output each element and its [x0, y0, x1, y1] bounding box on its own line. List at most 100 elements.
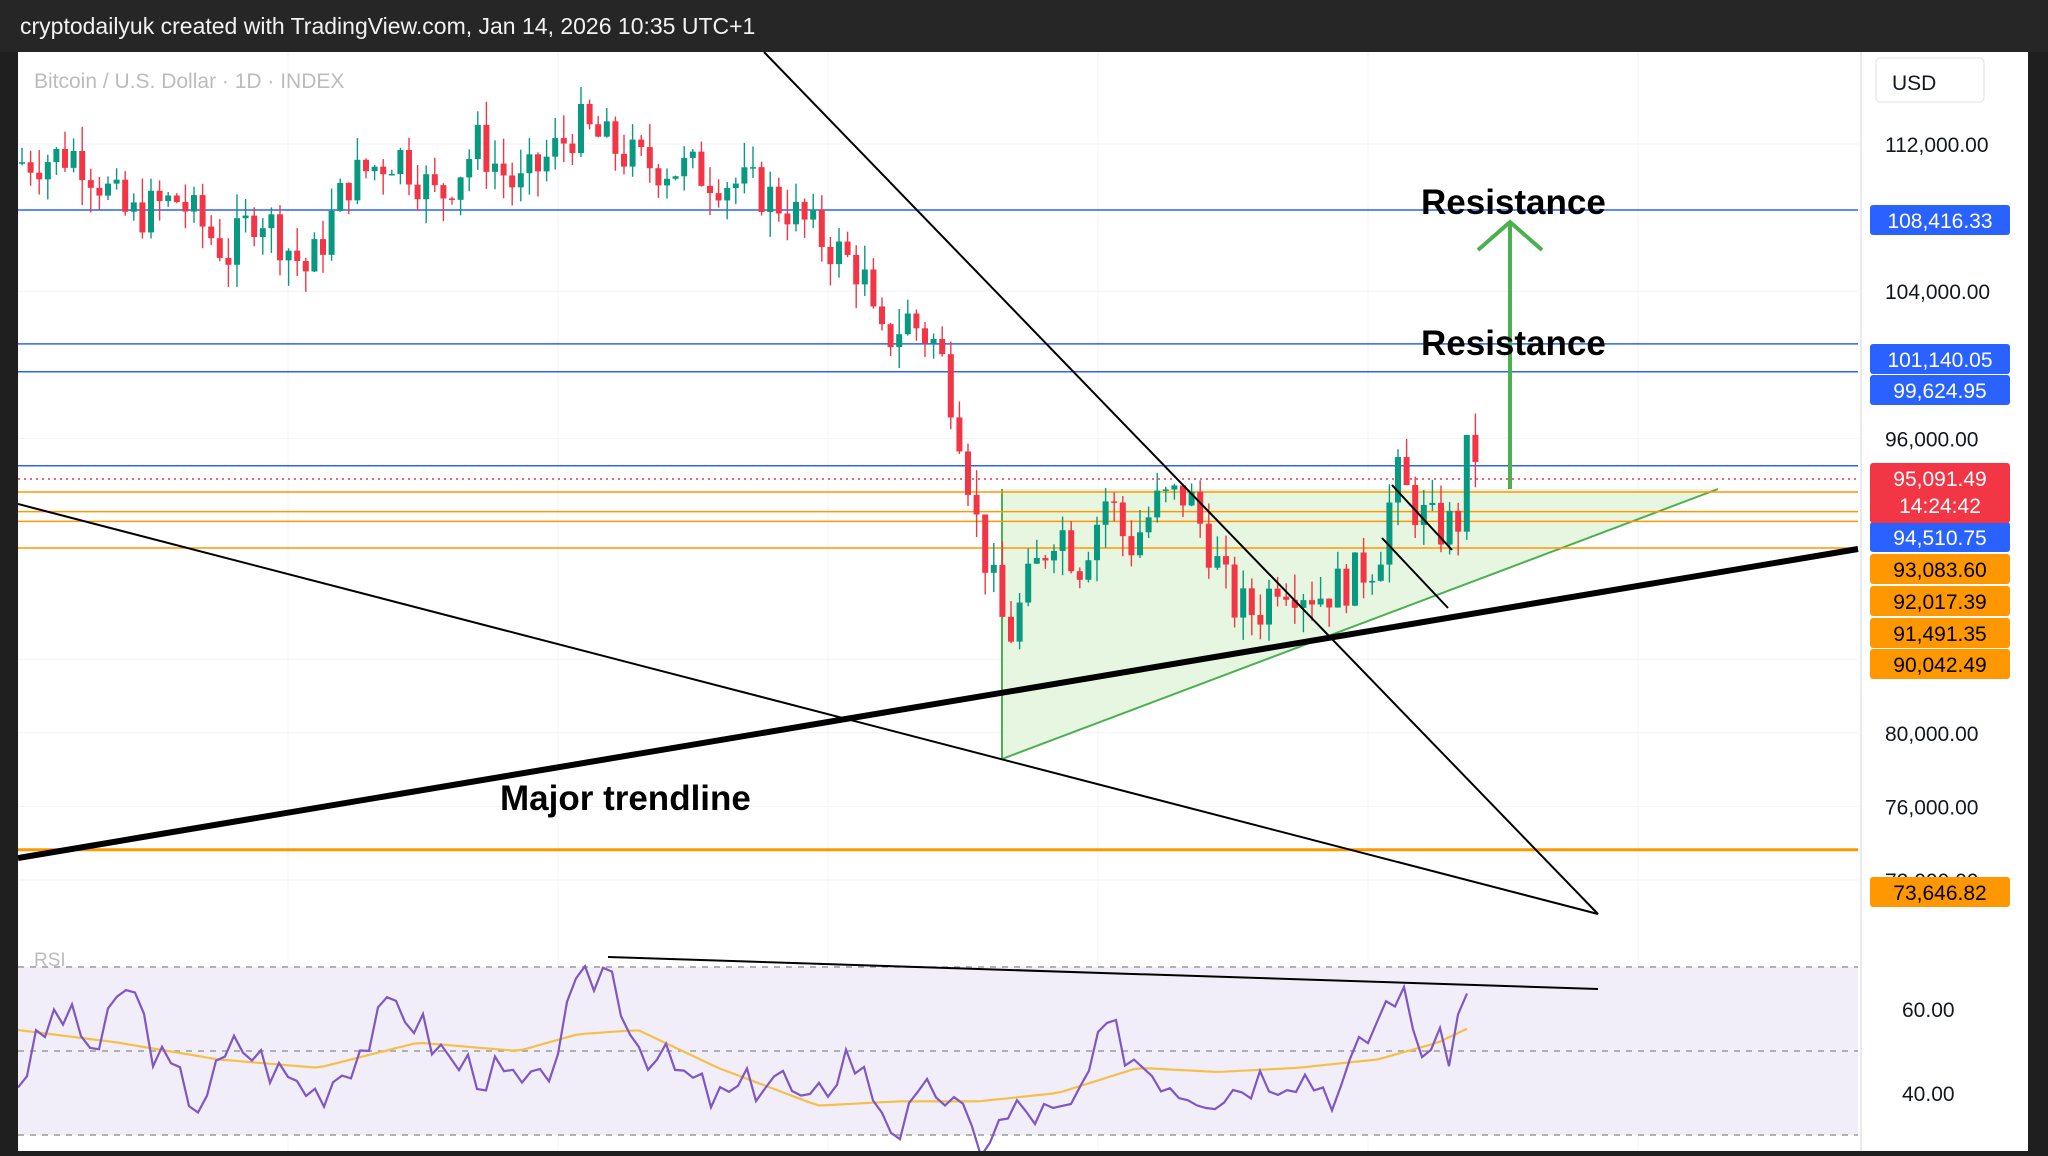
candle-body-159 — [1386, 502, 1393, 565]
candle-body-90 — [793, 201, 799, 225]
candle-body-79 — [698, 151, 705, 186]
candle-body-95 — [836, 241, 842, 265]
candle-body-149 — [1300, 600, 1307, 608]
candle-body-19 — [182, 202, 189, 212]
candle-body-93 — [818, 209, 825, 247]
candle-body-123 — [1076, 571, 1083, 580]
candle-body-151 — [1317, 598, 1324, 605]
candle-body-74 — [655, 168, 662, 186]
price-tick-4: 80,000.00 — [1885, 723, 1978, 746]
candle-body-94 — [827, 246, 834, 265]
candle-body-47 — [423, 174, 430, 200]
candle-body-63 — [560, 138, 567, 144]
price-label-4: 93,083.60 — [1893, 559, 1986, 582]
chart-area[interactable]: 112,000.00104,000.0096,000.0084,000.0080… — [17, 51, 2028, 1156]
candle-body-7 — [79, 150, 86, 181]
price-label-0: 108,416.33 — [1887, 210, 1992, 233]
candle-body-102 — [896, 334, 903, 348]
candle-body-33 — [302, 260, 309, 272]
candle-body-111 — [973, 494, 980, 515]
candle-body-62 — [552, 138, 559, 157]
candle-body-40 — [363, 159, 369, 172]
candle-body-105 — [922, 328, 928, 344]
price-label-3: 94,510.75 — [1893, 527, 1986, 550]
candle-body-12 — [122, 179, 129, 212]
price-label-bg-2 — [1870, 375, 2010, 405]
candle-body-64 — [569, 143, 576, 154]
candle-body-78 — [689, 151, 696, 158]
candle-body-17 — [165, 195, 172, 202]
downtrend-line-shallow — [17, 503, 1599, 915]
candle-body-15 — [148, 190, 154, 233]
candle-body-57 — [509, 175, 516, 188]
price-label-bg-6 — [1870, 618, 2010, 648]
candle-body-139 — [1214, 556, 1221, 568]
annotation-major-trendline: Major trendline — [500, 779, 751, 818]
candle-body-13 — [130, 202, 137, 212]
annotation-resistance-lower: Resistance — [1421, 324, 1606, 363]
candle-body-143 — [1248, 588, 1255, 616]
candle-body-31 — [285, 250, 292, 261]
candle-body-167 — [1455, 510, 1462, 532]
candle-body-1 — [27, 162, 34, 173]
candle-body-6 — [70, 150, 77, 168]
candle-body-5 — [62, 148, 68, 168]
candle-body-45 — [406, 150, 412, 185]
candle-body-169 — [1472, 434, 1479, 462]
candle-body-148 — [1291, 599, 1298, 608]
target-arrow-head — [1476, 219, 1544, 252]
candle-body-44 — [397, 150, 404, 175]
candle-body-43 — [388, 174, 395, 176]
candle-body-145 — [1266, 588, 1272, 625]
candle-body-89 — [784, 213, 791, 225]
candle-body-50 — [449, 198, 455, 200]
candle-body-72 — [638, 139, 645, 148]
currency-button[interactable]: USD — [1875, 57, 1985, 103]
candle-body-154 — [1343, 568, 1350, 606]
candle-body-55 — [492, 163, 498, 172]
currency-button-label: USD — [1892, 72, 1936, 95]
price-label-1: 101,140.05 — [1887, 349, 1992, 372]
candle-body-82 — [724, 187, 731, 201]
candle-body-61 — [543, 156, 550, 172]
candle-body-24 — [225, 257, 232, 265]
candle-body-165 — [1438, 502, 1444, 545]
price-labels: 108,416.33 101,140.05 99,624.95 94,510.75 93… — [1870, 205, 2010, 907]
candle-body-147 — [1283, 596, 1290, 600]
candle-body-2 — [36, 172, 43, 180]
candle-body-96 — [844, 241, 851, 255]
candle-body-3 — [44, 162, 51, 180]
candle-body-140 — [1223, 556, 1229, 565]
candle-body-137 — [1197, 491, 1204, 524]
candle-body-87 — [767, 186, 774, 213]
candle-body-142 — [1240, 588, 1247, 618]
price-chart[interactable]: 112,000.00104,000.0096,000.0084,000.0080… — [17, 51, 2028, 1156]
candle-body-107 — [939, 339, 946, 355]
candle-body-76 — [672, 176, 679, 179]
candle-body-146 — [1274, 588, 1281, 597]
candle-body-51 — [457, 177, 464, 200]
candle-body-100 — [879, 306, 885, 325]
candle-body-80 — [707, 185, 713, 194]
candle-body-131 — [1145, 517, 1152, 533]
candle-body-77 — [681, 157, 688, 177]
candle-body-125 — [1094, 524, 1100, 561]
last-price-countdown: 14:24:42 — [1899, 495, 1981, 518]
candle-body-150 — [1309, 600, 1315, 605]
candle-body-138 — [1205, 523, 1212, 568]
candle-body-116 — [1016, 602, 1023, 642]
candle-body-56 — [500, 163, 507, 176]
candle-body-16 — [156, 190, 163, 202]
candle-body-135 — [1180, 485, 1186, 506]
candle-body-97 — [853, 254, 860, 285]
price-label-7: 90,042.49 — [1893, 654, 1986, 677]
candle-body-127 — [1111, 501, 1118, 503]
downtrend-line-steep — [763, 51, 1599, 915]
candle-body-117 — [1025, 563, 1032, 603]
candle-body-11 — [113, 179, 120, 184]
flag-line-lower — [1381, 537, 1449, 609]
candle-body-58 — [517, 173, 524, 188]
candle-body-22 — [208, 226, 215, 239]
candle-body-66 — [586, 103, 593, 125]
candle-body-71 — [629, 139, 636, 167]
